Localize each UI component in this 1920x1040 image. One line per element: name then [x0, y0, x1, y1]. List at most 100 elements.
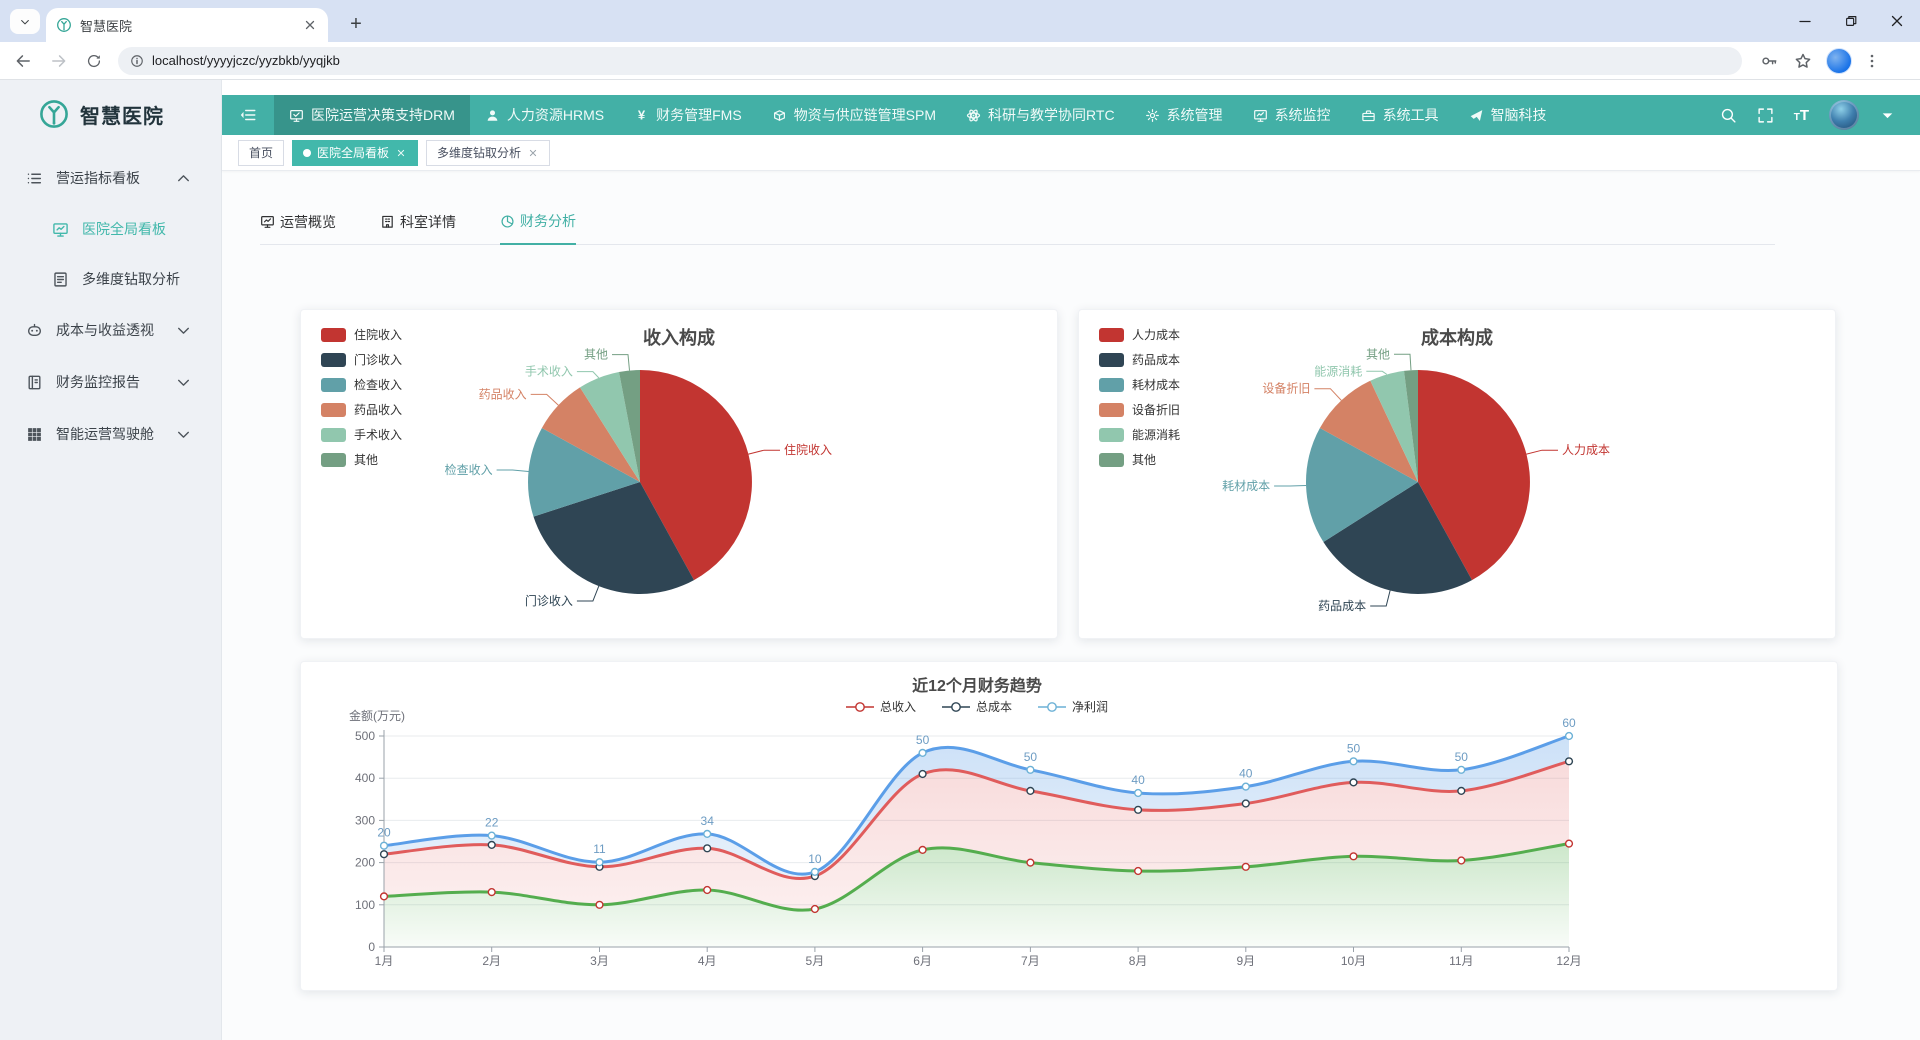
legend-label: 净利润 [1072, 700, 1109, 714]
reload-button[interactable] [86, 53, 102, 69]
close-icon[interactable] [395, 147, 407, 159]
data-label: 20 [377, 826, 391, 840]
financial-trend-card: 近12个月财务趋势 总收入 总成本 净利润 0 100 200 300 400 500 1月… [300, 661, 1838, 991]
pie-slice-5[interactable] [1404, 370, 1418, 482]
window-close-button[interactable] [1874, 0, 1920, 42]
legend-item[interactable]: 其他 [1099, 451, 1180, 468]
back-button[interactable] [14, 52, 32, 70]
pie-callout-label: 其他 [1366, 347, 1390, 361]
tag-home[interactable]: 首页 [238, 139, 285, 166]
pie-slice-1[interactable] [533, 482, 695, 594]
legend-item[interactable]: 门诊收入 [321, 351, 402, 368]
legend-item[interactable]: 耗材成本 [1099, 376, 1180, 393]
sidebar-item-label: 营运指标看板 [56, 170, 140, 186]
x-tick-label: 11月 [1449, 954, 1473, 968]
nav-item-fms[interactable]: ¥ 财务管理FMS [619, 95, 757, 135]
legend-item[interactable]: 其他 [321, 451, 402, 468]
nav-item-label: 医院运营决策支持DRM [311, 107, 455, 123]
address-bar[interactable]: localhost/yyyyjczc/yyzbkb/yyqjkb [118, 46, 1742, 75]
window-minimize-button[interactable] [1782, 0, 1828, 42]
app-logo-icon [38, 98, 70, 130]
pie-slice-0[interactable] [640, 370, 752, 581]
kebab-menu-icon[interactable] [1864, 53, 1880, 69]
pie-slice-1[interactable] [1323, 482, 1472, 594]
app-window: 智慧医院 营运指标看板 医院全局看板 多维度钻取分析 成本与收益透视 财务监控报告 智能运… [0, 80, 1920, 1040]
trend-legend-item-profit[interactable]: 净利润 [1038, 698, 1108, 715]
report-icon [52, 271, 69, 288]
pie-slice-0[interactable] [1418, 370, 1530, 581]
nav-item-spm[interactable]: 物资与供应链管理SPM [757, 95, 951, 135]
legend-label: 其他 [1132, 453, 1157, 467]
bookmark-star-icon[interactable] [1794, 52, 1812, 70]
nav-item-sys-admin[interactable]: 系统管理 [1130, 95, 1238, 135]
nav-item-sys-monitor[interactable]: 系统监控 [1238, 95, 1346, 135]
sidebar-item-multi-dim-drill[interactable]: 多维度钻取分析 [0, 254, 221, 304]
browser-profile-avatar[interactable] [1826, 47, 1852, 74]
pie-slice-3[interactable] [1319, 380, 1418, 482]
user-avatar[interactable] [1829, 100, 1859, 130]
font-size-icon[interactable]: TT [1793, 106, 1809, 124]
tab-close-icon[interactable] [302, 17, 318, 33]
sidebar-item-ops-indicator-board[interactable]: 营运指标看板 [0, 152, 221, 204]
window-restore-button[interactable] [1828, 0, 1874, 42]
trend-legend-item-cost[interactable]: 总成本 [941, 698, 1012, 715]
y-tick-label: 0 [368, 940, 375, 954]
nav-item-sys-tools[interactable]: 系统工具 [1346, 95, 1454, 135]
sidebar-item-hospital-global-board[interactable]: 医院全局看板 [0, 204, 221, 254]
legend-label: 耗材成本 [1132, 378, 1181, 392]
search-icon[interactable] [1720, 107, 1737, 124]
pie-callout-label: 药品成本 [1318, 599, 1366, 613]
nav-item-drm[interactable]: 医院运营决策支持DRM [274, 95, 470, 135]
legend-swatch [321, 452, 346, 467]
chevron-down-icon [19, 16, 31, 28]
tab-label: 科室详情 [400, 213, 456, 230]
browser-tab[interactable]: 智慧医院 [46, 8, 328, 42]
site-info-icon[interactable] [130, 54, 144, 68]
password-key-icon[interactable] [1760, 52, 1778, 70]
legend-item[interactable]: 能源消耗 [1099, 426, 1180, 443]
pie-slice-2[interactable] [528, 428, 640, 517]
building-icon [380, 214, 395, 229]
tag-hospital-global-board[interactable]: 医院全局看板 [292, 139, 419, 166]
y-axis-name: 金额(万元) [349, 708, 405, 723]
nav-item-label: 科研与教学协同RTC [988, 107, 1115, 123]
trend-legend-item-revenue[interactable]: 总收入 [845, 698, 916, 715]
sidebar-collapse-button[interactable] [222, 95, 274, 135]
pie-slice-4[interactable] [580, 372, 640, 482]
sidebar: 智慧医院 营运指标看板 医院全局看板 多维度钻取分析 成本与收益透视 财务监控报告 智能运… [0, 80, 222, 1040]
pie-slice-5[interactable] [619, 370, 640, 482]
tab-dept-detail[interactable]: 科室详情 [380, 211, 456, 244]
caret-down-icon[interactable] [1879, 107, 1896, 124]
legend-item[interactable]: 药品收入 [321, 401, 402, 418]
x-tick-label: 2月 [482, 954, 501, 968]
legend-swatch [1099, 377, 1124, 392]
tag-multi-dim-drill[interactable]: 多维度钻取分析 [426, 139, 551, 166]
legend-item[interactable]: 住院收入 [321, 326, 402, 343]
active-dot-icon [303, 148, 312, 157]
sidebar-item-finance-monitor[interactable]: 财务监控报告 [0, 356, 221, 408]
legend-item[interactable]: 人力成本 [1099, 326, 1180, 343]
tab-operation-overview[interactable]: 运营概览 [260, 211, 336, 244]
nav-item-zhinao[interactable]: 智脑科技 [1454, 95, 1562, 135]
svg-text:¥: ¥ [638, 108, 646, 123]
legend-item[interactable]: 设备折旧 [1099, 401, 1180, 418]
legend-swatch [1099, 452, 1124, 467]
nav-item-rtc[interactable]: 科研与教学协同RTC [951, 95, 1130, 135]
pie-slice-2[interactable] [1305, 428, 1418, 542]
sidebar-item-cost-benefit[interactable]: 成本与收益透视 [0, 304, 221, 356]
legend-item[interactable]: 检查收入 [321, 376, 402, 393]
pie-slice-4[interactable] [1370, 370, 1418, 482]
nav-item-hrms[interactable]: 人力资源HRMS [470, 95, 619, 135]
sidebar-item-smart-cockpit[interactable]: 智能运营驾驶舱 [0, 408, 221, 460]
close-icon[interactable] [527, 147, 539, 159]
new-tab-button[interactable]: + [350, 12, 362, 35]
data-label: 10 [808, 852, 822, 866]
tab-finance-analysis[interactable]: 财务分析 [500, 211, 576, 245]
pie-slice-3[interactable] [541, 387, 640, 482]
legend-item[interactable]: 手术收入 [321, 426, 402, 443]
pie-callout-label: 检查收入 [445, 462, 493, 477]
legend-item[interactable]: 药品成本 [1099, 351, 1180, 368]
tab-search-button[interactable] [10, 9, 40, 34]
data-label: 40 [1239, 767, 1253, 781]
fullscreen-icon[interactable] [1757, 107, 1774, 124]
